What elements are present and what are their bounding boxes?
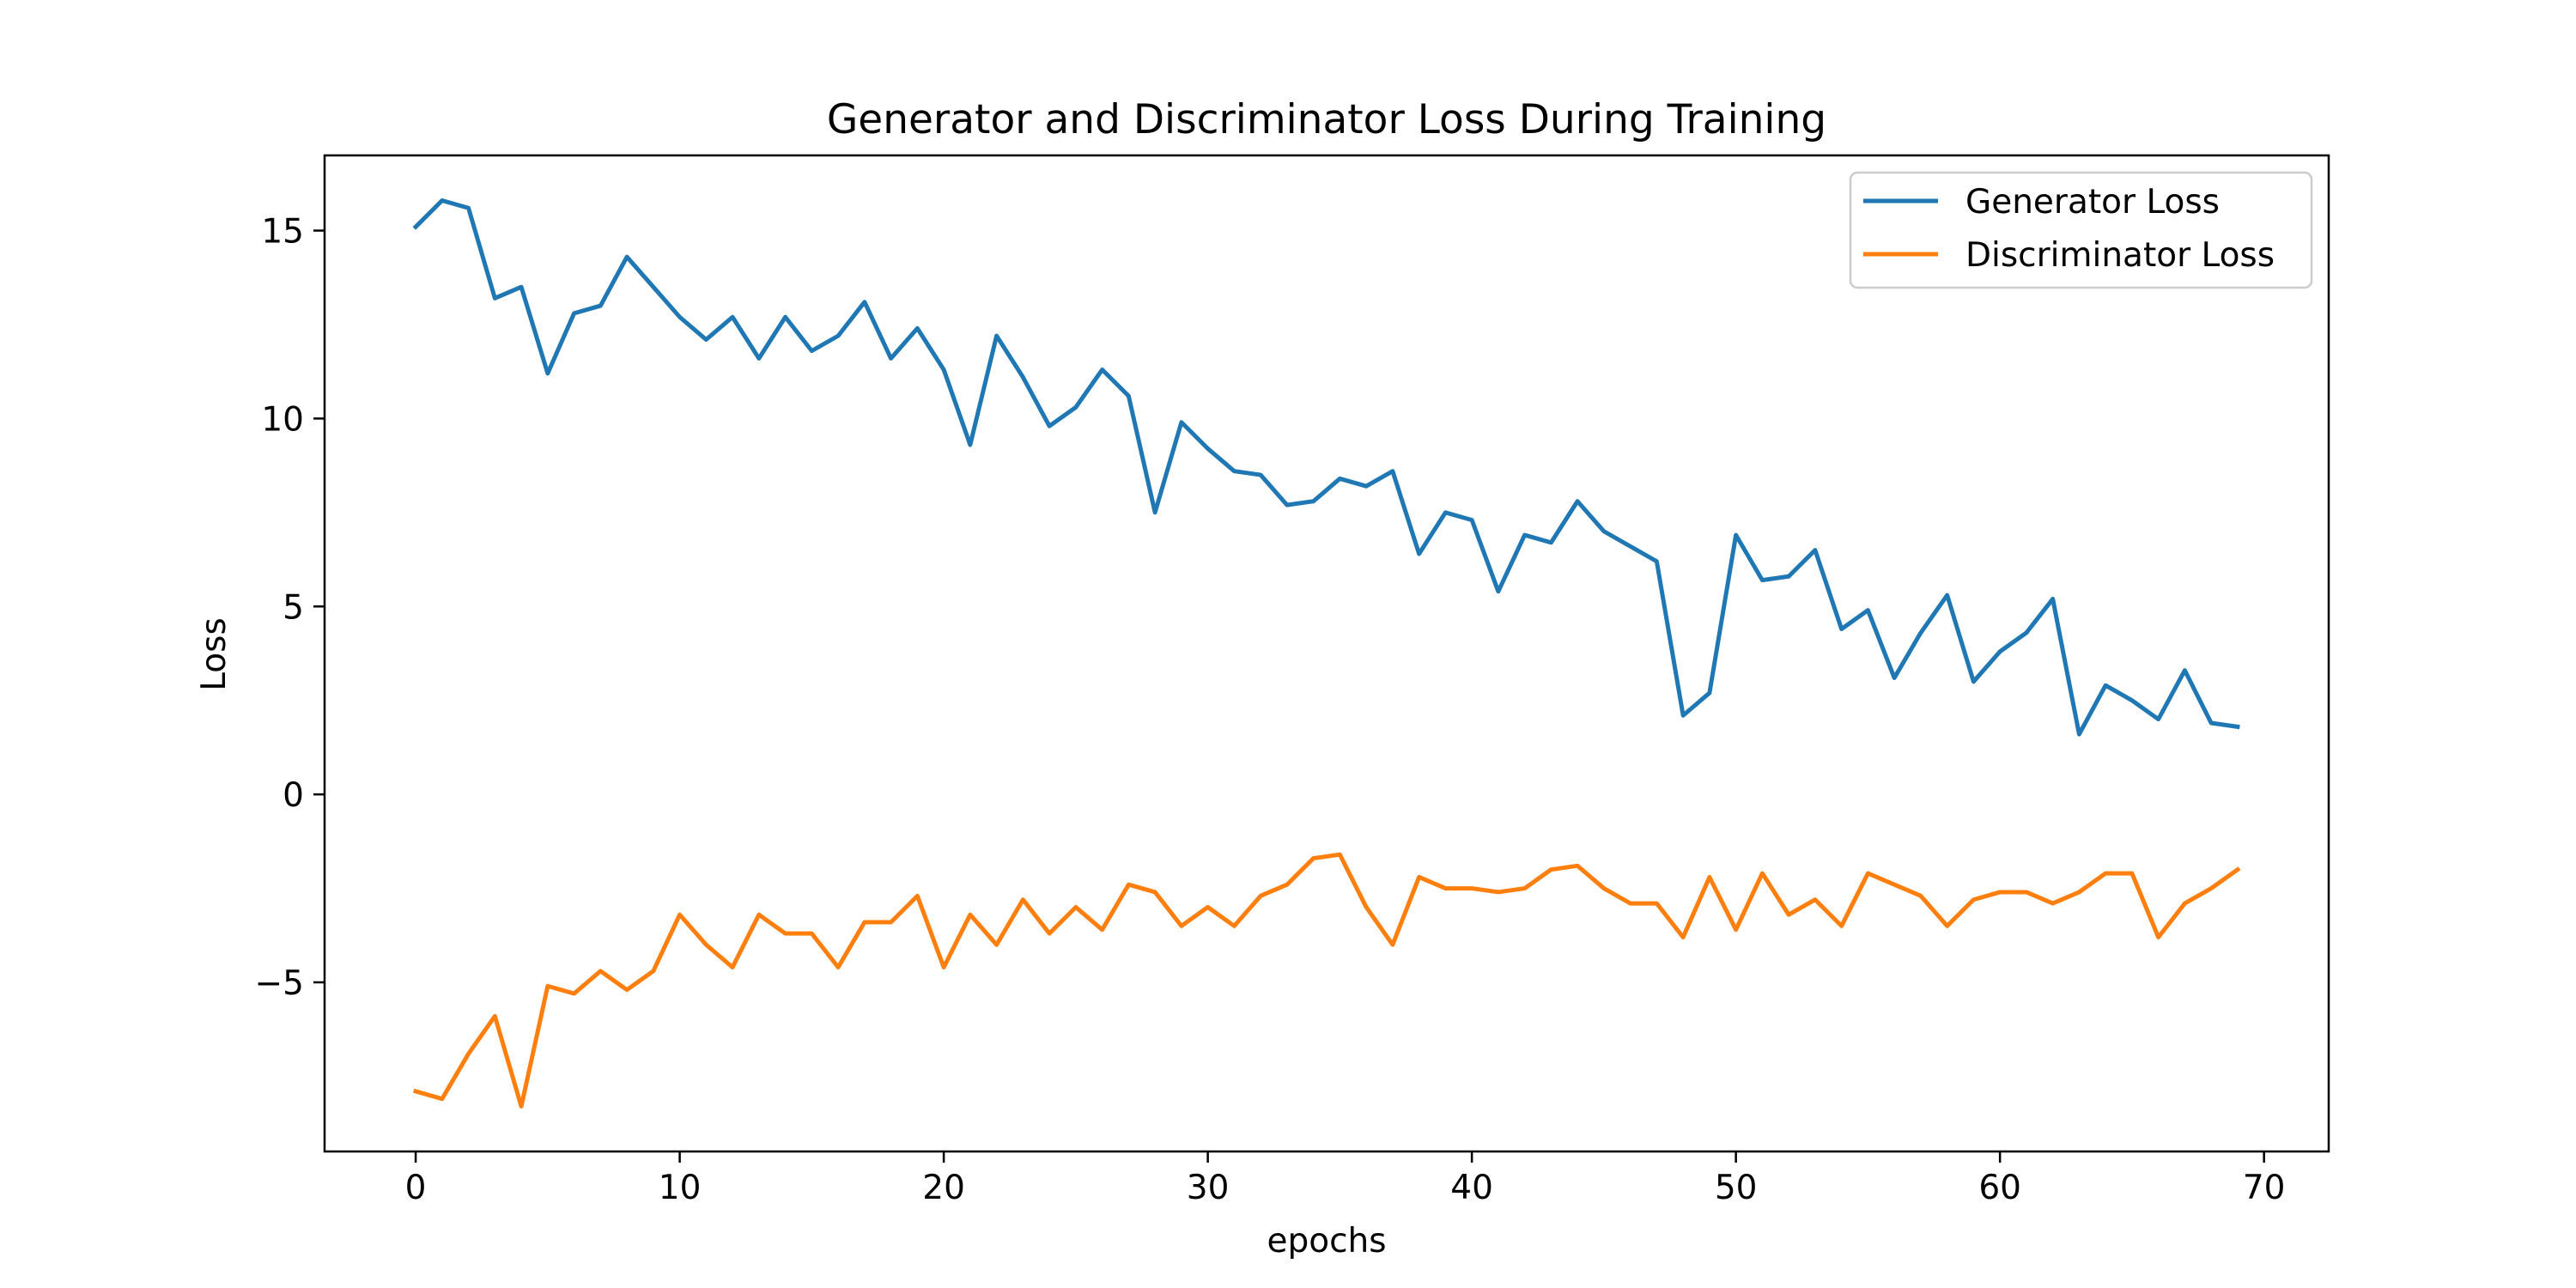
- plot-frame: [323, 154, 2330, 1153]
- y-tick-label: 5: [283, 588, 304, 627]
- x-tick-label: 60: [1978, 1169, 2021, 1207]
- x-tick-label: 10: [659, 1169, 702, 1207]
- y-axis: 15 10 5 0 −5: [255, 213, 325, 1003]
- x-tick-label: 50: [1715, 1169, 1758, 1207]
- chart-title: Generator and Discriminator Loss During …: [827, 96, 1826, 143]
- generator-loss-line: [412, 198, 2240, 737]
- y-tick-label: 15: [261, 213, 304, 252]
- plot-area: [323, 154, 2330, 1153]
- y-tick-label: 10: [261, 400, 304, 439]
- x-axis: 0 10 20 30 40 50 60 70: [405, 1151, 2286, 1207]
- x-tick-label: 40: [1450, 1169, 1493, 1207]
- x-tick-label: 30: [1187, 1169, 1230, 1207]
- y-tick-label: −5: [255, 964, 305, 1003]
- legend-label-generator: Generator Loss: [1965, 183, 2220, 222]
- legend-box: [1849, 171, 2313, 289]
- legend-label-discriminator: Discriminator Loss: [1965, 236, 2275, 275]
- x-axis-label: epochs: [1267, 1222, 1386, 1261]
- y-axis-label: Loss: [195, 617, 234, 691]
- y-tick-label: 0: [283, 776, 304, 815]
- x-tick-label: 70: [2243, 1169, 2286, 1207]
- legend: Generator Loss Discriminator Loss: [1849, 171, 2313, 289]
- x-tick-label: 20: [922, 1169, 965, 1207]
- series-layer: [412, 198, 2241, 1109]
- x-tick-label: 0: [405, 1169, 427, 1207]
- discriminator-loss-line: [413, 852, 2241, 1109]
